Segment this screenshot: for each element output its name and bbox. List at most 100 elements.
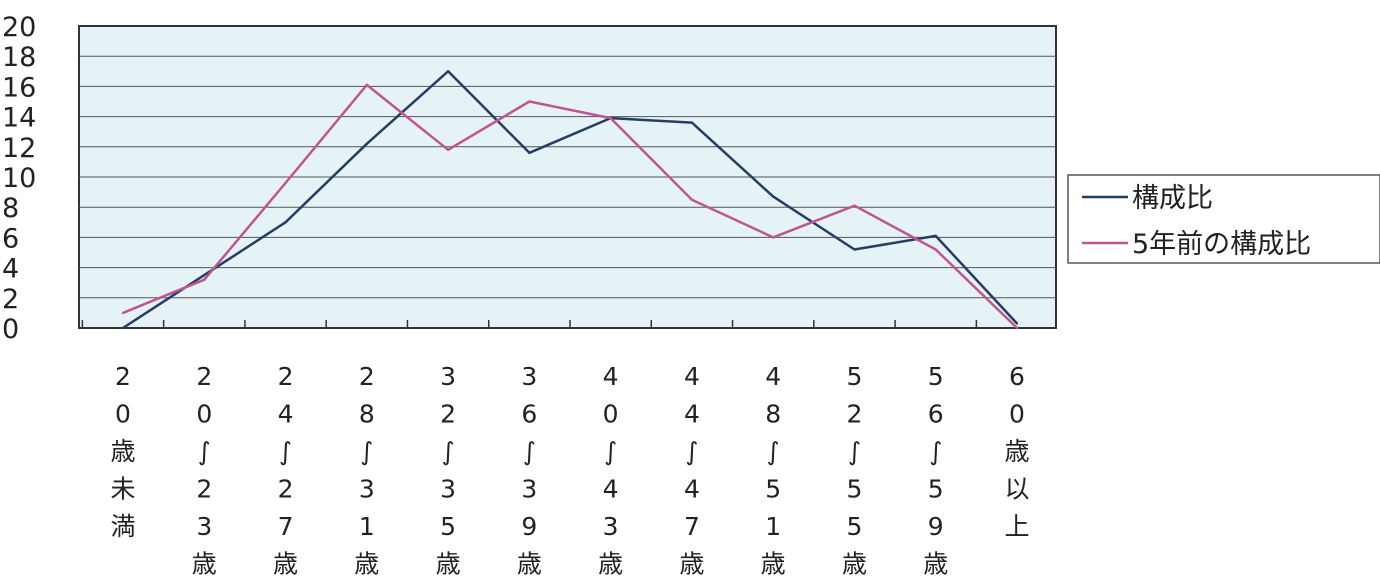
y-tick-label: 18 <box>2 42 36 73</box>
x-tick-label-glyph: 歳 <box>273 550 298 579</box>
x-tick-label-glyph: 歳 <box>923 550 948 579</box>
series-1-point <box>690 198 694 201</box>
x-tick-label-5: 3 6 ∫ 3 9 歳 <box>517 362 542 579</box>
x-tick-label-glyph: 歳 <box>761 550 786 579</box>
x-tick-label-glyph: ∫ <box>442 437 455 466</box>
series-1-point <box>203 278 206 281</box>
series-0-point <box>121 326 125 330</box>
x-tick-label-glyph: ∫ <box>279 437 292 466</box>
series-1-point <box>1015 326 1019 330</box>
y-tick-label: 4 <box>2 254 19 285</box>
x-tick-label-glyph: 3 <box>359 475 375 504</box>
x-tick-label-glyph: 7 <box>278 512 294 541</box>
series-1-point <box>365 83 369 87</box>
plot-area <box>78 25 1057 330</box>
x-tick-label-glyph: 4 <box>765 362 781 391</box>
x-tick-label-glyph: 歳 <box>354 550 379 579</box>
y-tick-label: 0 <box>2 314 19 345</box>
x-axis: 20歳未満20∫23歳24∫27歳28∫31歳32∫35歳36∫39歳40∫43… <box>81 320 1030 579</box>
x-tick-label-glyph: ∫ <box>604 437 617 466</box>
x-tick-label-11: 6 0 歳以上 <box>1004 362 1029 541</box>
x-tick-label-glyph: 0 <box>196 400 212 429</box>
x-tick-label-glyph: 0 <box>603 400 619 429</box>
x-tick-label-10: 5 6 ∫ 5 9 歳 <box>923 362 948 579</box>
series-1-point <box>934 248 937 251</box>
x-tick-label-glyph: 3 <box>603 512 619 541</box>
x-tick-label-glyph: 6 <box>928 400 944 429</box>
series-1-point <box>446 148 450 152</box>
x-tick-label-glyph: 6 <box>1009 362 1025 391</box>
x-tick-label-glyph: 歳 <box>1004 437 1029 466</box>
y-tick-label: 16 <box>2 72 36 103</box>
x-tick-label-glyph: ∫ <box>360 437 373 466</box>
y-tick-label: 6 <box>2 223 19 254</box>
x-tick-label-3: 2 8 ∫ 3 1 歳 <box>354 362 379 579</box>
x-tick-label-glyph: ∫ <box>198 437 211 466</box>
x-tick-label-glyph: 7 <box>684 512 700 541</box>
series-0-point <box>853 248 856 251</box>
y-tick-label: 20 <box>2 12 36 43</box>
series-1-point <box>609 116 612 120</box>
series-0-point <box>690 121 694 124</box>
x-tick-label-glyph: 満 <box>110 512 135 541</box>
series-0-point <box>203 273 206 277</box>
x-tick-label-glyph: 2 <box>196 475 212 504</box>
x-tick-label-glyph: 2 <box>278 475 294 504</box>
x-tick-label-0: 2 0 歳未満 <box>110 362 135 541</box>
series-0-point <box>365 142 369 145</box>
series-0-point <box>446 70 450 73</box>
series-1-point <box>121 311 125 315</box>
legend-label-0: 構成比 <box>1132 183 1213 214</box>
series-1-point <box>771 236 775 239</box>
x-tick-label-glyph: 5 <box>847 362 863 391</box>
x-tick-label-glyph: 歳 <box>436 550 461 579</box>
x-tick-label-glyph: 4 <box>684 475 700 504</box>
x-tick-label-glyph: 5 <box>765 475 781 504</box>
x-tick-label-glyph: 1 <box>359 512 375 541</box>
x-tick-label-glyph: 2 <box>359 362 375 391</box>
x-tick-label-1: 2 0 ∫ 2 3 歳 <box>192 362 217 579</box>
legend: 構成比 5年前の構成比 <box>1067 174 1380 264</box>
x-tick-label-glyph: 4 <box>603 362 619 391</box>
x-tick-label-glyph: ∫ <box>767 437 780 466</box>
series-0-point <box>284 221 287 224</box>
y-tick-label: 10 <box>2 163 36 194</box>
x-tick-label-glyph: 歳 <box>842 550 867 579</box>
series-1-point <box>853 204 856 207</box>
series-line-0 <box>122 70 1018 330</box>
x-tick-label-9: 5 2 ∫ 5 5 歳 <box>842 362 867 579</box>
x-tick-label-glyph: 上 <box>1004 512 1029 541</box>
x-tick-label-glyph: 未 <box>110 475 135 504</box>
series-0-point <box>934 234 937 238</box>
series-0-point <box>528 151 531 155</box>
series-0-point <box>771 195 775 198</box>
y-tick-label: 2 <box>2 284 19 315</box>
x-tick-label-glyph: 3 <box>521 475 537 504</box>
x-tick-label-glyph: ∫ <box>929 437 942 466</box>
x-tick-label-glyph: 3 <box>440 362 456 391</box>
x-tick-label-glyph: 歳 <box>192 550 217 579</box>
legend-label-1: 5年前の構成比 <box>1132 229 1311 260</box>
series-0-point <box>1015 322 1019 325</box>
gridlines <box>79 55 1056 299</box>
x-tick-label-glyph: 2 <box>196 362 212 391</box>
x-tick-label-glyph: 1 <box>765 512 781 541</box>
x-tick-label-glyph: 6 <box>521 400 537 429</box>
x-tick-label-glyph: 4 <box>603 475 619 504</box>
x-tick-label-2: 2 4 ∫ 2 7 歳 <box>273 362 298 579</box>
x-tick-label-glyph: 4 <box>684 362 700 391</box>
y-tick-label: 14 <box>2 103 36 134</box>
x-tick-label-glyph: 9 <box>928 512 944 541</box>
y-tick-label: 8 <box>2 193 19 224</box>
x-tick-label-glyph: 3 <box>440 475 456 504</box>
x-tick-label-glyph: 以 <box>1004 475 1029 504</box>
x-tick-label-glyph: 歳 <box>110 437 135 466</box>
x-tick-label-glyph: 5 <box>847 512 863 541</box>
x-tick-label-glyph: 3 <box>521 362 537 391</box>
y-tick-label: 12 <box>2 133 36 164</box>
series-1-point <box>284 181 287 185</box>
legend-items: 構成比 5年前の構成比 <box>1082 183 1311 260</box>
x-tick-label-glyph: 5 <box>847 475 863 504</box>
series-1-point <box>528 100 531 103</box>
